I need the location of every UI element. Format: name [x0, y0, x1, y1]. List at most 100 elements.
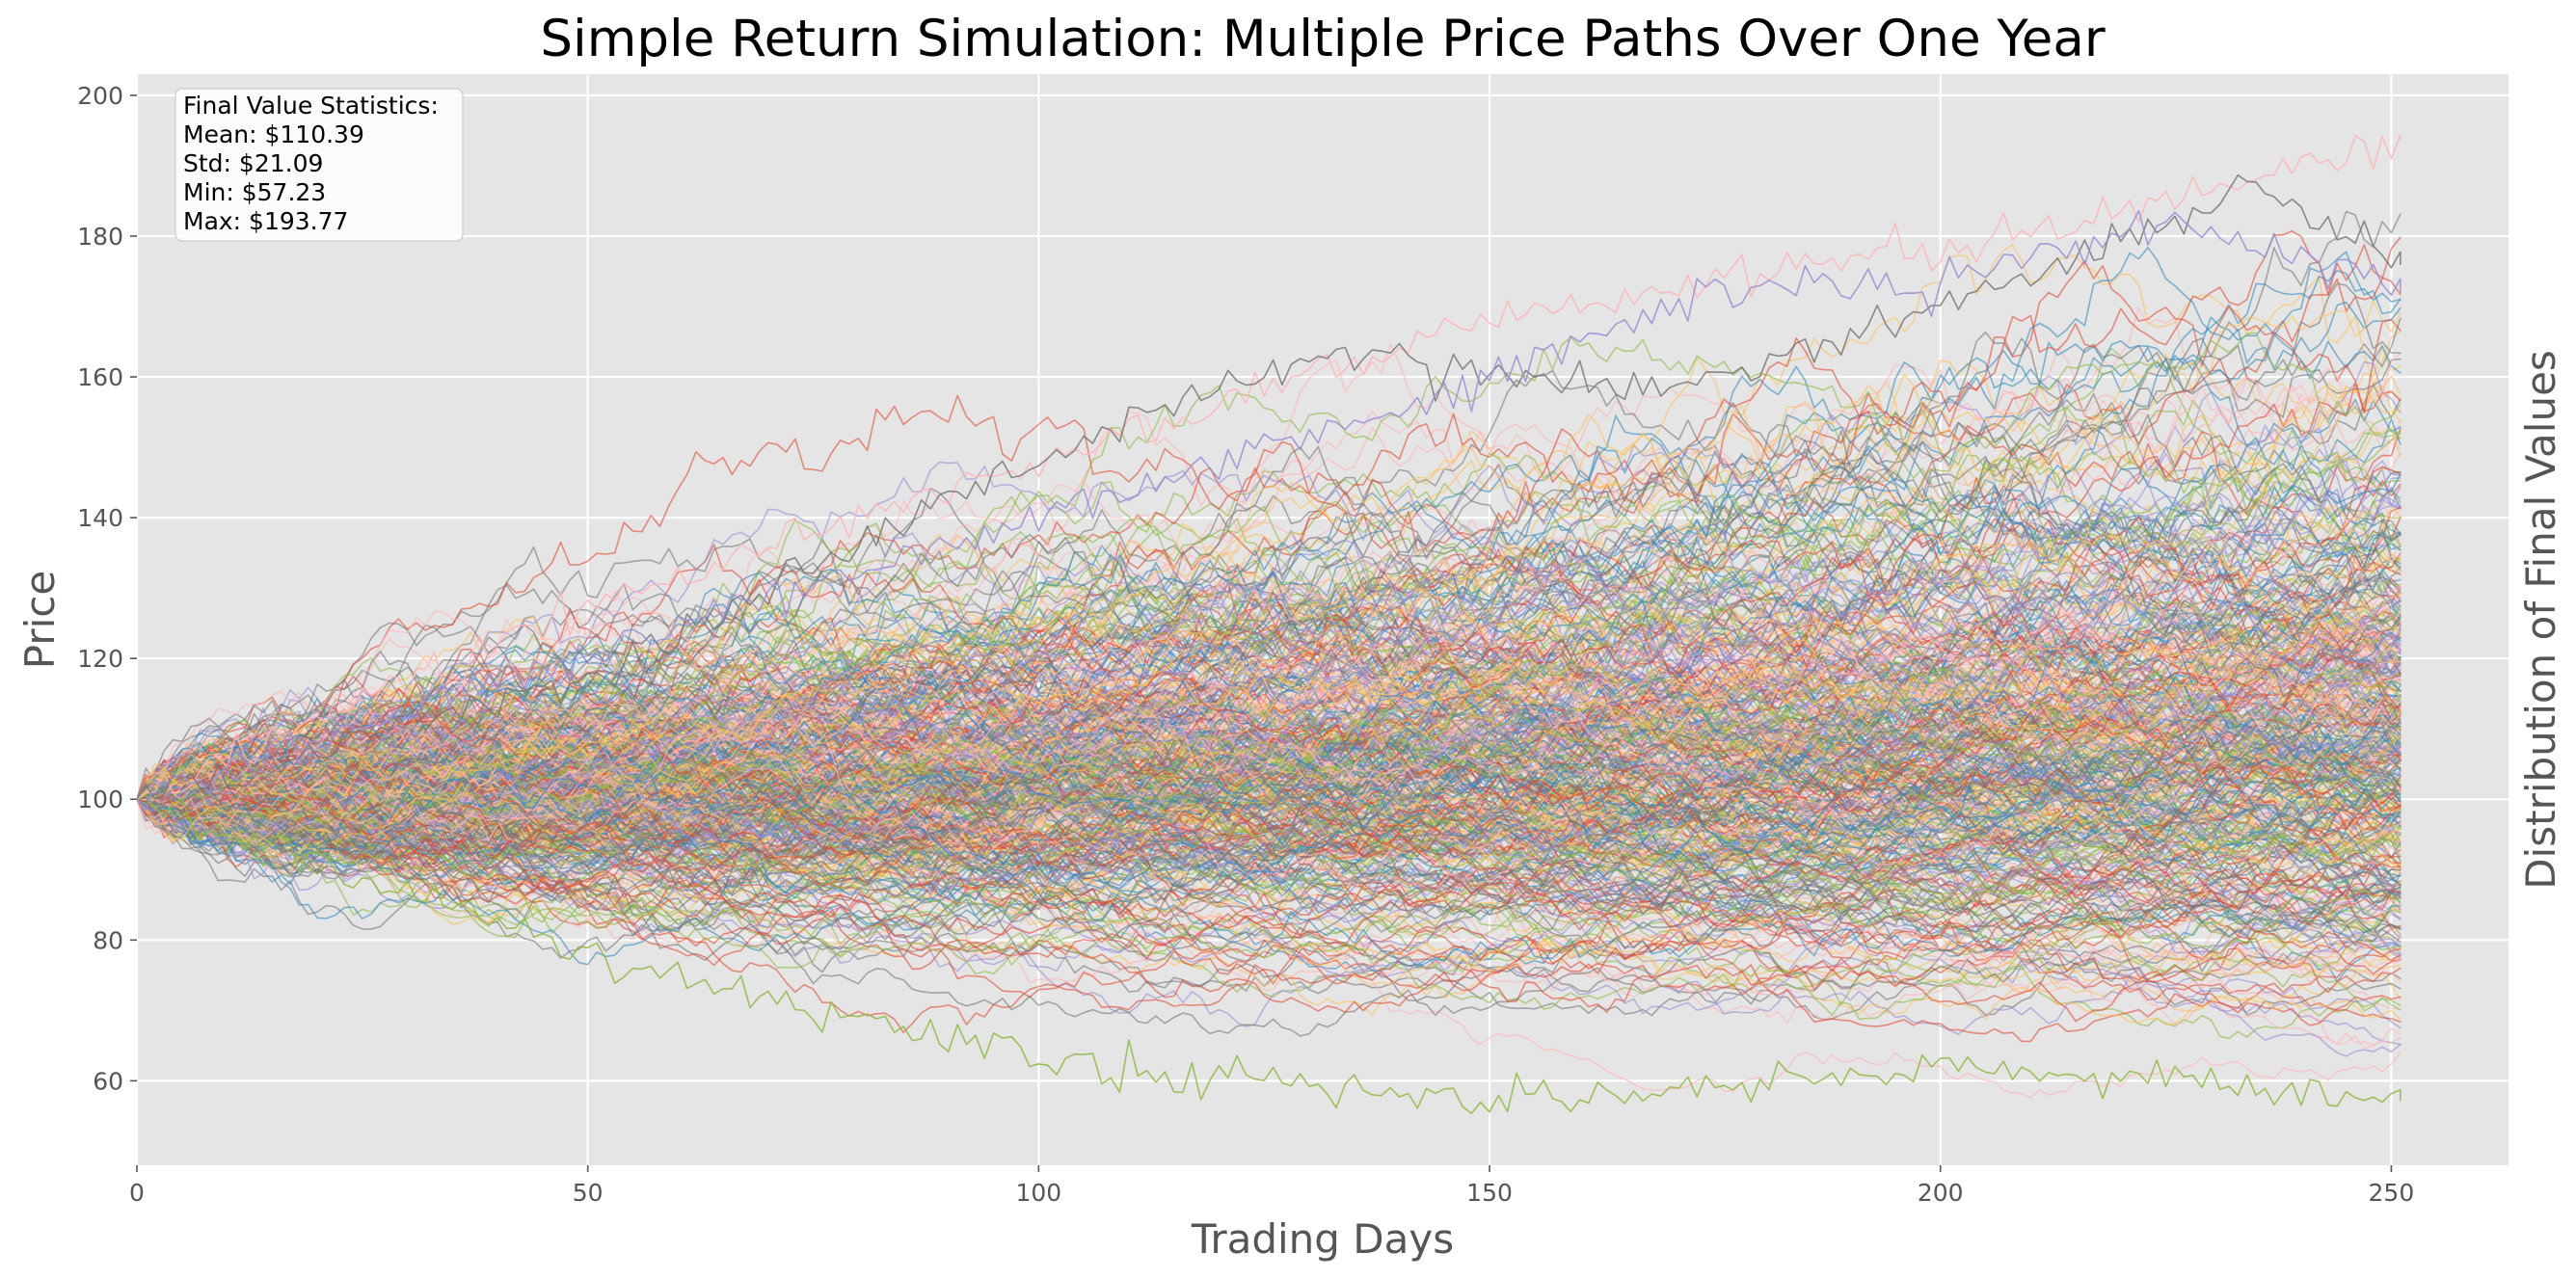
price-path-line — [137, 594, 2402, 828]
stats-min: Min: $57.23 — [183, 178, 326, 206]
price-path-line — [137, 653, 2402, 825]
y-tick-label: 200 — [77, 82, 123, 110]
y-tick-label: 160 — [77, 363, 123, 391]
stats-max: Max: $193.77 — [183, 207, 348, 235]
price-path-line — [137, 786, 2402, 960]
price-path-line — [137, 243, 2402, 846]
price-path-line — [137, 557, 2402, 939]
price-path-line — [137, 373, 2402, 847]
price-path-line — [137, 679, 2402, 822]
price-path-line — [137, 574, 2402, 843]
stats-std: Std: $21.09 — [183, 149, 323, 177]
x-tick-label: 200 — [1918, 1179, 1964, 1207]
y-tick-label: 180 — [77, 223, 123, 251]
price-path-line — [137, 725, 2402, 866]
price-path-line — [137, 602, 2402, 800]
price-path-line — [137, 398, 2402, 825]
price-path-line — [137, 720, 2402, 875]
price-path-line — [137, 549, 2402, 846]
y-tick-label: 60 — [93, 1067, 123, 1095]
price-path-line — [137, 544, 2402, 801]
price-path-line — [137, 522, 2402, 800]
price-path-line — [137, 567, 2402, 809]
stats-mean: Mean: $110.39 — [183, 120, 364, 148]
x-axis-label: Trading Days — [1191, 1215, 1454, 1263]
price-path-line — [137, 638, 2402, 821]
price-path-line — [137, 739, 2402, 890]
price-path-line — [137, 798, 2402, 931]
price-path-line — [137, 517, 2402, 829]
price-path-line — [137, 582, 2402, 831]
price-path-line — [137, 399, 2402, 807]
highlighted-price-path — [137, 793, 2402, 1114]
price-path-line — [137, 770, 2402, 873]
y-tick-label: 100 — [77, 786, 123, 813]
y-axis-label: Price — [16, 571, 64, 669]
right-side-label: Distribution of Final Values — [2517, 350, 2564, 890]
price-path-line — [137, 669, 2402, 876]
price-path-line — [137, 795, 2402, 1023]
price-path-line — [137, 708, 2402, 886]
price-path-line — [137, 355, 2402, 800]
price-path-line — [137, 798, 2402, 978]
highlighted-price-path — [137, 173, 2402, 800]
price-path-line — [137, 686, 2402, 899]
y-tick-label: 140 — [77, 504, 123, 532]
price-path-line — [137, 299, 2402, 841]
price-path-line — [137, 724, 2402, 980]
price-path-line — [137, 675, 2402, 840]
stats-title: Final Value Statistics: — [183, 92, 439, 120]
price-path-line — [137, 568, 2402, 846]
price-path-line — [137, 616, 2402, 962]
price-path-line — [137, 775, 2402, 960]
price-path-line — [137, 413, 2402, 800]
price-path-line — [137, 798, 2402, 1037]
price-path-line — [137, 791, 2402, 1021]
x-tick-label: 250 — [2369, 1179, 2415, 1207]
price-path-line — [137, 798, 2402, 956]
price-path-line — [137, 798, 2402, 934]
price-path-line — [137, 792, 2402, 968]
price-path-line — [137, 670, 2402, 848]
price-path-line — [137, 798, 2402, 958]
chart-title: Simple Return Simulation: Multiple Price… — [540, 10, 2105, 68]
final-value-statistics-box: Final Value Statistics: Mean: $110.39 St… — [174, 88, 464, 242]
price-path-line — [137, 478, 2402, 826]
price-paths — [137, 134, 2402, 1114]
price-path-line — [137, 691, 2402, 847]
price-path-line — [137, 704, 2402, 844]
price-path-line — [137, 794, 2402, 1033]
price-path-line — [137, 505, 2402, 802]
price-path-line — [137, 453, 2402, 830]
price-path-line — [137, 748, 2402, 969]
x-tick-label: 100 — [1016, 1179, 1062, 1207]
price-path-line — [137, 332, 2402, 851]
price-path-line — [137, 441, 2402, 800]
x-tick-label: 0 — [129, 1179, 145, 1207]
price-path-line — [137, 682, 2402, 880]
x-tick-label: 150 — [1466, 1179, 1513, 1207]
price-path-line — [137, 787, 2402, 896]
price-path-line — [137, 673, 2402, 845]
price-path-line — [137, 622, 2402, 872]
highlighted-price-path — [137, 209, 2402, 812]
axis-ticks: 0 50 100 150 200 250 60 80 100 120 140 160 180 200 — [77, 82, 2414, 1207]
price-path-line — [137, 732, 2402, 1026]
price-path-line — [137, 798, 2402, 969]
y-tick-label: 80 — [93, 926, 123, 954]
highlighted-price-path — [137, 134, 2402, 800]
price-path-line — [137, 426, 2402, 800]
price-path-line — [137, 551, 2402, 812]
price-path-line — [137, 764, 2402, 975]
price-path-line — [137, 386, 2402, 831]
stats-box-background — [174, 88, 464, 242]
price-path-line — [137, 761, 2402, 1043]
price-path-line — [137, 369, 2402, 800]
x-tick-label: 50 — [573, 1179, 604, 1207]
price-path-line — [137, 678, 2402, 854]
price-path-line — [137, 753, 2402, 904]
price-path-line — [137, 615, 2402, 885]
price-path-line — [137, 430, 2402, 816]
price-path-line — [137, 783, 2402, 931]
